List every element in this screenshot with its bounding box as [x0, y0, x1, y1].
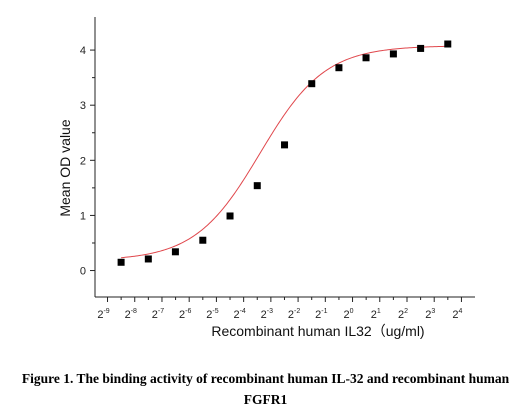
y-tick-label: 0 [80, 266, 86, 278]
figure-caption: Figure 1. The binding activity of recomb… [21, 371, 510, 407]
x-ticks: 2-9 2-8 2-7 2-6 2-5 2-4 2-3 2-2 2-1 20 21 22 23 24 [97, 297, 463, 321]
x-tick-label: 2-7 [152, 308, 164, 321]
data-point [308, 80, 316, 88]
x-tick-label: 22 [398, 308, 408, 321]
x-tick-label: 2-9 [97, 308, 109, 321]
data-point [144, 255, 152, 263]
y-tick-label: 1 [80, 210, 86, 222]
x-tick-exponent: 2 [404, 308, 408, 315]
x-tick-exponent: -1 [321, 308, 327, 315]
data-point [444, 40, 452, 48]
y-tick-label: 2 [80, 155, 86, 167]
x-tick-label: 2-1 [315, 308, 327, 321]
data-point [226, 212, 234, 220]
y-tick-label: 4 [80, 45, 86, 57]
data-point [389, 50, 397, 58]
x-tick-label: 2-4 [233, 308, 245, 321]
fit-curve [121, 45, 448, 259]
x-tick-label: 21 [371, 308, 381, 321]
x-tick-exponent: 0 [350, 308, 354, 315]
data-point [253, 182, 261, 190]
x-tick-label: 2-2 [288, 308, 300, 321]
x-tick-label: 23 [425, 308, 435, 321]
y-tick-label: 3 [80, 100, 86, 112]
data-point [117, 258, 125, 266]
y-axis-title: Mean OD value [57, 119, 73, 216]
x-tick-exponent: -5 [212, 308, 218, 315]
data-point [281, 141, 289, 149]
x-tick-exponent: -8 [131, 308, 137, 315]
x-tick-label: 2-6 [179, 308, 191, 321]
x-tick-exponent: -4 [240, 308, 246, 315]
x-tick-label: 2-8 [125, 308, 137, 321]
x-tick-exponent: -9 [103, 308, 109, 315]
y-ticks: 0 1 2 3 4 [80, 45, 95, 278]
x-tick-exponent: -3 [267, 308, 273, 315]
data-point [199, 236, 207, 244]
x-tick-label: 20 [344, 308, 354, 321]
data-point [362, 54, 370, 62]
x-tick-exponent: 4 [459, 308, 463, 315]
x-tick-exponent: 3 [431, 308, 435, 315]
x-tick-label: 24 [452, 308, 462, 321]
x-tick-label: 2-3 [261, 308, 273, 321]
data-points [117, 40, 452, 266]
x-tick-exponent: -6 [185, 308, 191, 315]
x-tick-exponent: -7 [158, 308, 164, 315]
x-axis-title: Recombinant human IL32（ug/ml) [211, 323, 424, 339]
x-tick-exponent: -2 [294, 308, 300, 315]
x-tick-exponent: 1 [377, 308, 381, 315]
data-point [335, 64, 343, 72]
data-point [171, 248, 179, 256]
data-point [417, 44, 425, 52]
x-tick-label: 2-5 [206, 308, 218, 321]
